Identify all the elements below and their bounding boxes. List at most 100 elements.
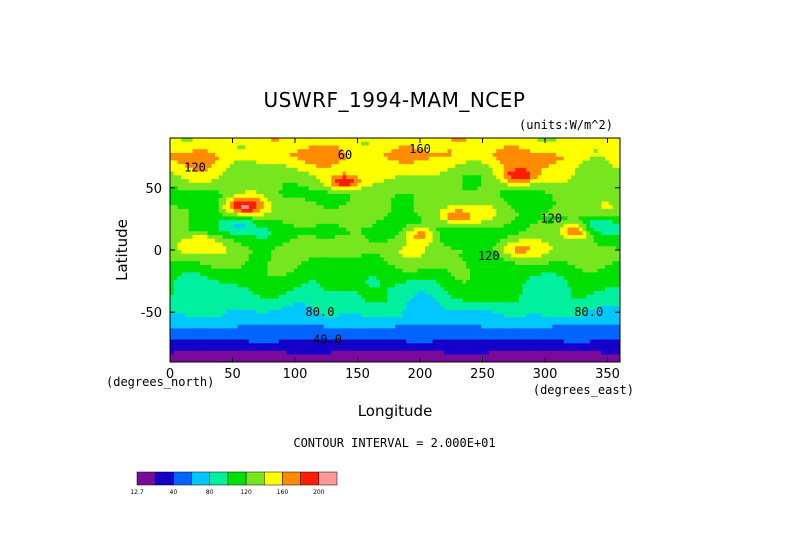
heatmap-cell [320,220,325,225]
heatmap-cell [590,186,595,191]
heatmap-cell [413,194,419,199]
heatmap-cell [428,223,434,229]
heatmap-cell [515,257,520,262]
heatmap-cell [215,283,220,288]
heatmap-cell [170,179,175,184]
heatmap-cell [357,272,362,277]
heatmap-cell [376,171,381,176]
heatmap-cell [297,264,302,270]
heatmap-cell [432,238,437,244]
heatmap-cell [357,268,362,273]
heatmap-cell [233,145,239,150]
heatmap-cell [500,231,505,236]
heatmap-cell [335,235,340,240]
heatmap-cell [293,287,299,292]
heatmap-cell [447,156,452,161]
heatmap-cell [533,175,539,180]
heatmap-cell [365,242,370,247]
heatmap-cell [545,190,550,195]
heatmap-cell [245,152,250,158]
heatmap-cell [350,268,355,273]
heatmap-cell [481,152,486,158]
heatmap-cell [320,182,325,188]
heatmap-cell [417,223,422,229]
heatmap-cell [368,268,374,273]
heatmap-cell [593,190,599,195]
heatmap-cell [586,205,591,210]
heatmap-cell [526,167,531,173]
heatmap-cell [488,238,494,244]
heatmap-cell [301,261,306,266]
heatmap-cell [398,149,404,154]
heatmap-cell [470,220,475,225]
heatmap-cell [485,261,490,266]
heatmap-cell [301,152,306,158]
heatmap-cell [511,272,516,277]
heatmap-cell [410,208,415,214]
heatmap-cell [597,264,602,270]
heatmap-cell [177,208,182,214]
heatmap-cell [567,268,572,273]
heatmap-cell [290,216,295,221]
heatmap-cell [541,264,546,270]
heatmap-cell [312,212,317,217]
heatmap-cell [327,279,332,285]
heatmap-cell [196,205,201,210]
heatmap-cell [597,171,602,176]
heatmap-cell [440,276,445,281]
heatmap-cell [537,190,542,195]
heatmap-cell [545,257,550,262]
heatmap-cell [237,220,242,225]
heatmap-cell [372,171,377,176]
heatmap-cell [237,138,242,143]
heatmap-cell [556,231,561,236]
heatmap-cell [308,291,314,296]
heatmap-cell [432,216,437,221]
heatmap-cell [436,261,441,266]
heatmap-cell [552,175,557,180]
heatmap-cell [601,242,606,247]
heatmap-cell [391,179,396,184]
heatmap-cell [256,145,261,150]
heatmap-cell [222,272,227,277]
heatmap-cell [200,156,205,161]
heatmap-cell [211,242,216,247]
heatmap-cell [507,190,512,195]
heatmap-cell [421,238,426,244]
heatmap-cell [496,175,501,180]
heatmap-cell [447,141,452,147]
heatmap-cell [545,179,550,184]
heatmap-cell [582,268,587,273]
heatmap-cell [586,283,591,288]
heatmap-cell [230,186,235,191]
heatmap-cell [578,264,584,270]
heatmap-cell [368,291,374,296]
heatmap-cell [226,253,231,259]
heatmap-cell [398,179,404,184]
heatmap-cell [215,194,220,199]
heatmap-cell [417,242,422,247]
heatmap-cell [578,160,584,165]
heatmap-cell [612,208,617,214]
heatmap-cell [211,238,216,244]
heatmap-cell [350,287,355,292]
heatmap-cell [338,264,344,270]
heatmap-cell [380,149,385,154]
heatmap-cell [177,212,182,217]
heatmap-cell [226,149,231,154]
heatmap-cell [402,227,407,232]
heatmap-cell [406,272,411,277]
heatmap-cell [226,152,231,158]
heatmap-cell [282,171,287,176]
heatmap-cell [440,220,445,225]
heatmap-cell [327,291,332,296]
heatmap-cell [470,182,475,188]
heatmap-cell [548,216,554,221]
heatmap-cell [398,171,404,176]
heatmap-cell [312,138,317,143]
heatmap-cell [526,205,531,210]
heatmap-cell [601,152,606,158]
heatmap-cell [477,272,482,277]
heatmap-cell [222,257,227,262]
heatmap-cell [327,212,332,217]
